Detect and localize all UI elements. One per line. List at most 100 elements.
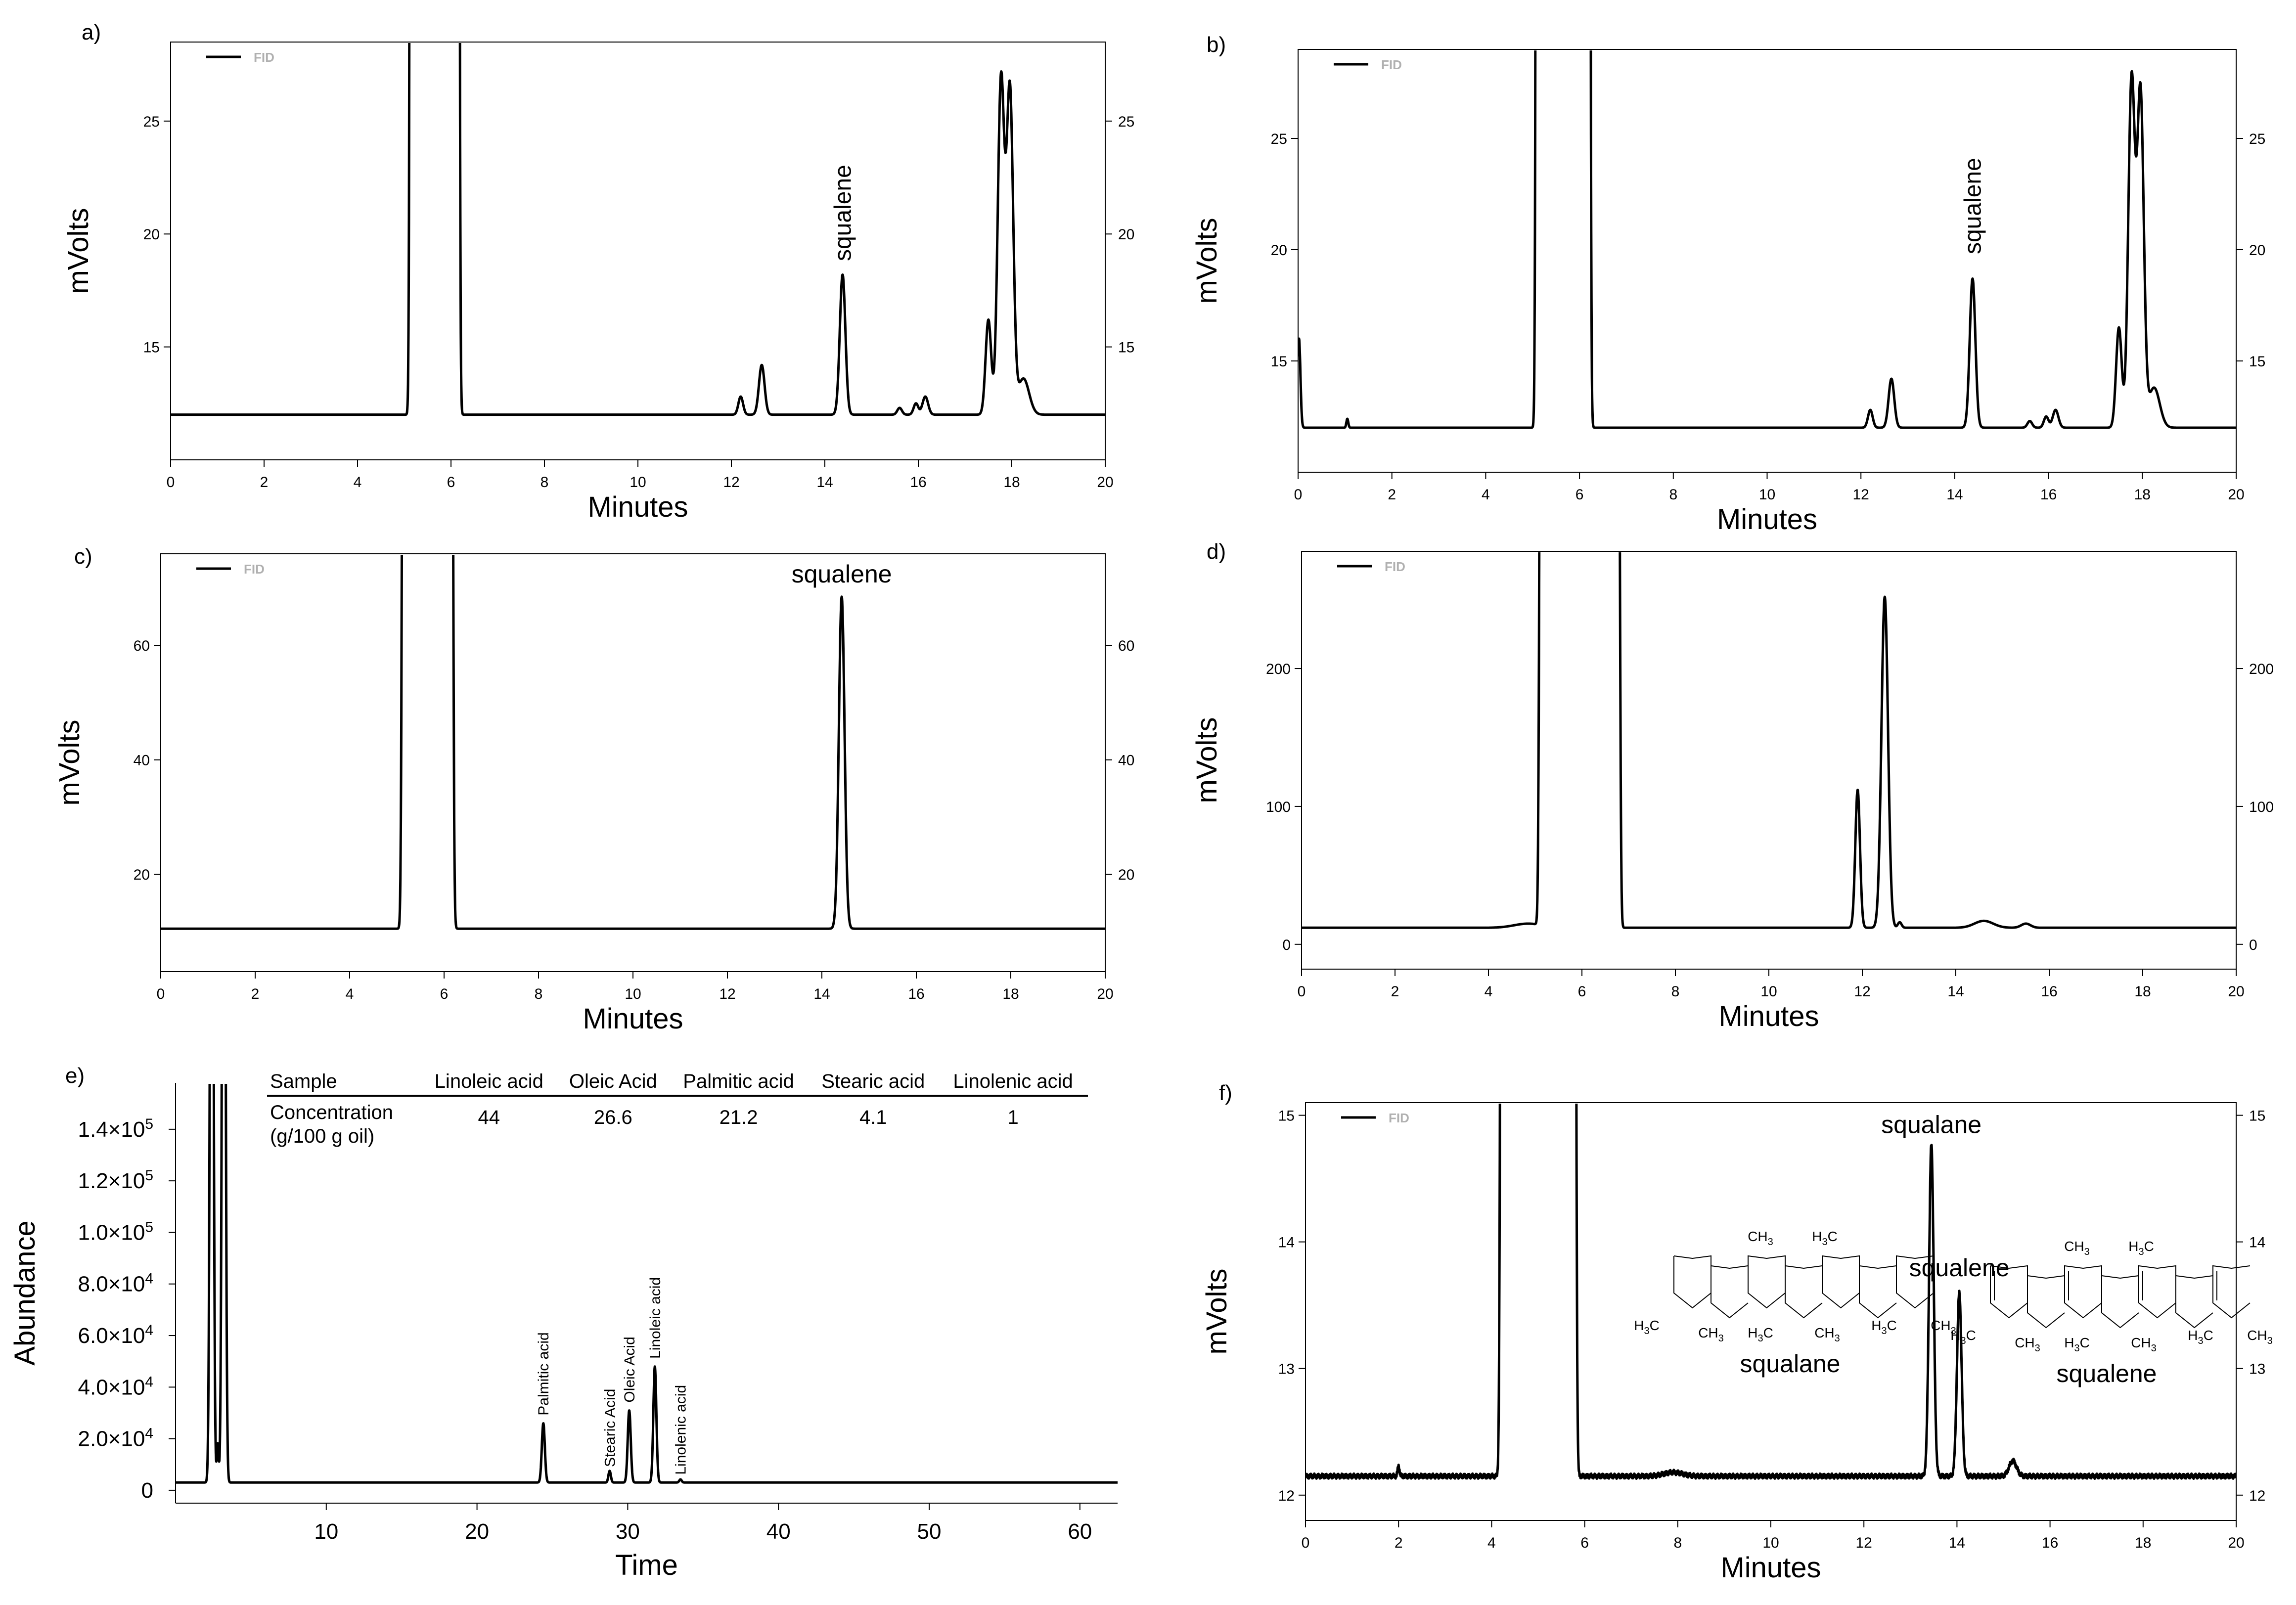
y-tick-label: 8.0×104	[78, 1271, 154, 1296]
y-tick-label: 200	[1266, 661, 1291, 677]
y-tick-label-right: 25	[2249, 131, 2265, 147]
chromatogram-trace	[1302, 552, 2236, 929]
legend-label: FID	[254, 50, 274, 65]
bond-line	[2212, 1266, 2251, 1319]
table-cell-oleic: 26.6	[593, 1107, 632, 1128]
table-row: Concentration (g/100 g oil) 44 26.6 21.2…	[267, 1096, 1088, 1152]
y-tick-label-right: 20	[1118, 226, 1134, 243]
y-tick-label: 15	[143, 340, 160, 356]
structure-name: squalane	[1740, 1350, 1841, 1378]
x-axis-label: Minutes	[1717, 503, 1817, 535]
atom-c: C	[2080, 1335, 2090, 1350]
y-tick-label-right: 40	[1118, 753, 1134, 769]
bond-line	[2138, 1266, 2176, 1319]
x-tick-label: 20	[465, 1519, 489, 1544]
panel-label: d)	[1207, 539, 1226, 564]
panel-label: f)	[1219, 1081, 1232, 1105]
x-tick-label: 40	[766, 1519, 791, 1544]
y-tick-label-right: 0	[2249, 937, 2257, 953]
y-tick-label: 13	[1278, 1361, 1295, 1378]
x-tick-label: 4	[354, 474, 362, 490]
subscript: 3	[2267, 1336, 2273, 1346]
x-tick-label: 10	[314, 1519, 338, 1544]
x-tick-label: 20	[1097, 474, 1113, 490]
x-tick-label: 20	[2228, 1535, 2244, 1551]
legend-label: FID	[244, 562, 265, 577]
table-header-oleic: Oleic Acid	[569, 1070, 657, 1092]
structure-atom-label: H3C	[1634, 1318, 1660, 1337]
x-axis-label: Minutes	[1720, 1552, 1821, 1584]
x-tick-label: 12	[1856, 1535, 1872, 1551]
y-tick-label: 20	[134, 867, 150, 883]
structure-atom-label: CH3	[2015, 1335, 2040, 1354]
bond-line	[1990, 1265, 2251, 1279]
y-tick-label: 100	[1266, 799, 1291, 815]
x-tick-label: 8	[535, 986, 543, 1002]
x-tick-label: 4	[346, 986, 354, 1002]
x-tick-label: 0	[1298, 983, 1306, 1000]
peak-label: Oleic Acid	[622, 1337, 638, 1402]
bond-line	[1711, 1266, 1749, 1319]
x-tick-label: 6	[1578, 983, 1586, 1000]
subscript: 3	[1822, 1237, 1827, 1248]
bond-line	[1673, 1256, 1711, 1309]
structure-atom-label: H3C	[2064, 1335, 2090, 1354]
structure-atom-label: H3C	[2188, 1328, 2213, 1346]
subscript: 3	[2035, 1343, 2040, 1354]
bond-line	[2064, 1266, 2102, 1319]
plot-frame	[160, 553, 1106, 972]
x-tick-label: 14	[816, 474, 833, 490]
peak-label: Palmitic acid	[536, 1332, 552, 1415]
peak-label: squalene	[830, 165, 856, 261]
x-tick-label: 10	[1762, 1535, 1779, 1551]
table-header-row: Sample Linoleic acid Oleic Acid Palmitic…	[267, 1070, 1088, 1096]
y-axis-label: mVolts	[1191, 717, 1223, 803]
x-tick-label: 14	[1949, 1535, 1965, 1551]
x-tick-label: 6	[447, 474, 455, 490]
x-tick-label: 20	[1097, 986, 1113, 1002]
y-tick-label: 0	[141, 1478, 153, 1503]
x-tick-label: 2	[251, 986, 260, 1002]
subscript: 3	[2084, 1247, 2090, 1257]
panel-a: a) 0 2 4 6 8 10 12 14 16 18 20 15 15 20 20 25 25 Minutes mV…	[62, 20, 1134, 523]
x-tick-label: 2	[260, 474, 269, 490]
atom-c: C	[1887, 1318, 1897, 1333]
x-tick-label: 10	[625, 986, 641, 1002]
x-tick-label: 2	[1388, 487, 1396, 503]
y-tick-label-right: 20	[2249, 242, 2265, 259]
x-axis-label: Minutes	[583, 1003, 683, 1035]
y-tick-exponent: 5	[145, 1167, 153, 1184]
x-tick-label: 18	[1002, 986, 1019, 1002]
panel-f: f) 0 2 4 6 8 10 12 14 16 18 20 12 12 13 13 14 14 15 15 Minut…	[1201, 1081, 2273, 1584]
x-axis-label: Minutes	[1718, 1000, 1819, 1032]
x-tick-label: 0	[1302, 1535, 1310, 1551]
x-tick-label: 2	[1395, 1535, 1403, 1551]
y-tick-label: 14	[1278, 1235, 1295, 1251]
y-tick-label-right: 12	[2249, 1488, 2265, 1504]
x-tick-label: 18	[2134, 983, 2151, 1000]
y-axis-label: mVolts	[62, 208, 94, 294]
x-tick-label: 0	[157, 986, 165, 1002]
x-tick-label: 60	[1068, 1519, 1092, 1544]
x-tick-label: 18	[2135, 1535, 2151, 1551]
y-tick-label-right: 60	[1118, 638, 1134, 654]
table-cell-stearic: 4.1	[859, 1107, 887, 1128]
plot-frame	[170, 42, 1106, 460]
peak-label: squalene	[792, 560, 892, 588]
panel-c: c) 0 2 4 6 8 10 12 14 16 18 20 20 20 40 40 60 60 Minutes mV…	[53, 544, 1134, 1035]
structure-name: squalene	[2057, 1360, 2157, 1387]
y-axis-label: mVolts	[1201, 1268, 1233, 1354]
chromatogram-trace	[1298, 50, 2236, 429]
structure-atom-label: CH3	[1748, 1229, 1773, 1248]
y-tick-label: 4.0×104	[78, 1374, 154, 1399]
x-tick-label: 4	[1487, 1535, 1496, 1551]
table-header-linoleic: Linoleic acid	[434, 1070, 543, 1092]
structure-atom-label: H3C	[1871, 1318, 1897, 1337]
structure-atom-label: H3C	[1950, 1328, 1976, 1346]
bond-line	[1990, 1266, 2028, 1319]
y-tick-label: 1.2×105	[78, 1167, 154, 1193]
structure-atom-label: CH3	[1698, 1325, 1724, 1344]
bond-line	[2101, 1276, 2139, 1329]
y-tick-label: 0	[1282, 937, 1291, 953]
